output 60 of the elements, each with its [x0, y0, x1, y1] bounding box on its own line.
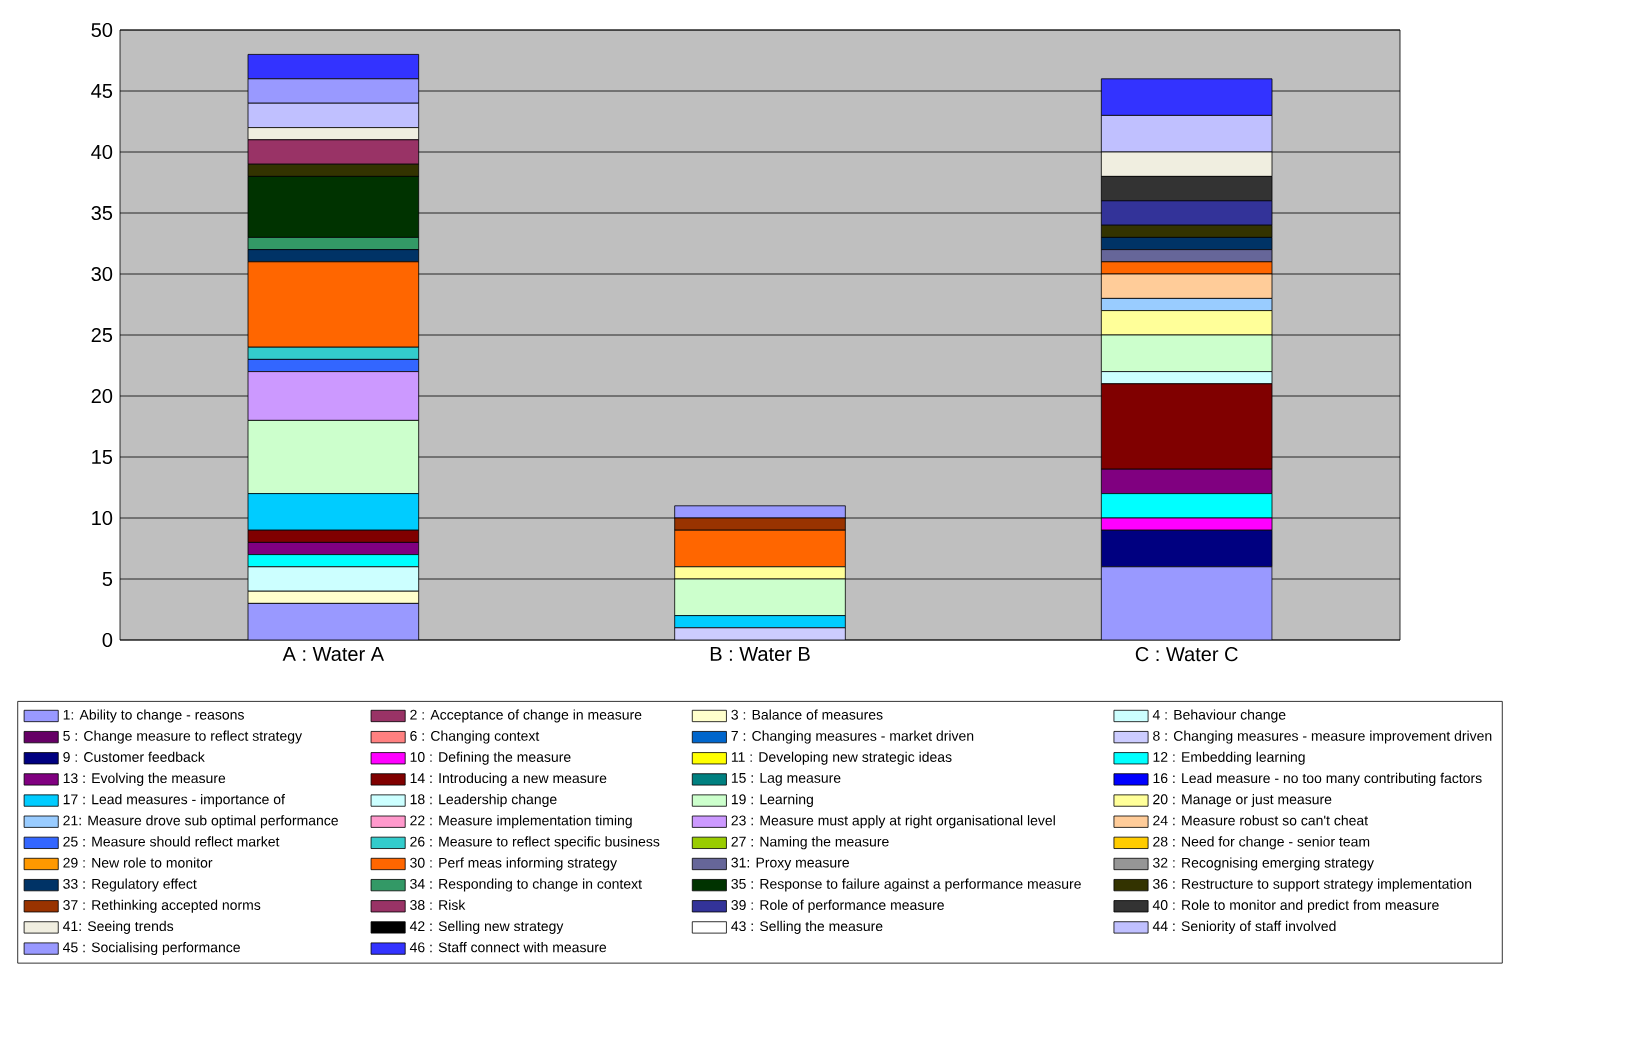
- legend-label: 46 : Staff connect with measure: [409, 942, 607, 953]
- legend-label: 4 : Behaviour change: [1152, 709, 1286, 723]
- x-tick-label: B : Water B: [710, 647, 810, 662]
- legend-label: 16 : Lead measure - no too many contributing factors: [1153, 772, 1482, 786]
- y-tick-label: 5: [102, 572, 113, 586]
- legend-label: 19 : Learning: [731, 794, 813, 808]
- legend-label: 24 : Measure robust so can't cheat: [1153, 815, 1369, 826]
- legend-label: 11 : Developing new strategic ideas: [731, 751, 952, 765]
- legend-label: 32 : Recognising emerging strategy: [1153, 857, 1374, 871]
- legend-label: 27 : Naming the measure: [731, 836, 889, 850]
- legend-label: 26 : Measure to reflect specific business: [410, 836, 660, 850]
- y-tick-label: 10: [92, 510, 113, 526]
- y-tick-label: 40: [91, 144, 113, 160]
- legend-label: 5 : Change measure to reflect strategy: [63, 730, 302, 744]
- legend-label: 39 : Role of performance measure: [731, 899, 944, 913]
- legend-label: 20 : Manage or just measure: [1153, 794, 1332, 808]
- legend-label: 31: Proxy measure: [731, 857, 849, 871]
- legend-label: 1: Ability to change - reasons: [63, 709, 244, 723]
- y-tick-label: 45: [91, 84, 113, 98]
- legend-label: 15 : Lag measure: [731, 773, 841, 786]
- legend-label: 7 : Changing measures - market driven: [731, 730, 974, 744]
- y-tick-label: 15: [92, 450, 113, 464]
- x-tick-label: A : Water A: [282, 647, 385, 662]
- legend-label: 28 : Need for change - senior team: [1153, 836, 1370, 850]
- legend-label: 3 : Balance of measures: [731, 709, 883, 720]
- legend-label: 13 : Evolving the measure: [63, 772, 226, 786]
- legend-label: 6 : Changing context: [410, 730, 540, 744]
- legend-label: 45 : Socialising performance: [62, 942, 240, 956]
- legend-label: 29 : New role to monitor: [63, 857, 213, 868]
- y-tick-label: 20: [91, 388, 113, 404]
- y-tick-label: 0: [102, 632, 113, 648]
- legend-label: 18 : Leadership change: [410, 794, 557, 808]
- legend-label: 22 : Measure implementation timing: [410, 815, 632, 829]
- y-tick-label: 25: [91, 327, 113, 343]
- legend-label: 25 : Measure should reflect market: [63, 836, 280, 847]
- legend-label: 12 : Embedding learning: [1153, 751, 1305, 765]
- legend-label: 2 : Acceptance of change in measure: [410, 709, 642, 723]
- legend-label: 36 : Restructure to support strategy implementation: [1153, 878, 1472, 892]
- legend-label: 41: Seeing trends: [62, 920, 174, 934]
- legend-label: 9 : Customer feedback: [63, 751, 205, 762]
- legend-label: 30 : Perf meas informing strategy: [410, 857, 618, 871]
- legend-label: 8 : Changing measures - measure improvement driven: [1153, 730, 1492, 744]
- x-tick-label: C : Water C: [1135, 647, 1238, 662]
- legend-label: 44 : Seniority of staff involved: [1152, 920, 1336, 934]
- y-tick-label: 50: [91, 22, 113, 38]
- legend-label: 40 : Role to monitor and predict from measure: [1152, 899, 1439, 913]
- legend-label: 17 : Lead measures - importance of: [63, 794, 285, 808]
- y-tick-label: 35: [91, 205, 113, 221]
- y-tick-label: 30: [91, 266, 113, 282]
- legend-label: 35 : Response to failure against a performance measure: [731, 878, 1081, 892]
- legend-label: 37 : Rethinking accepted norms: [63, 899, 261, 913]
- legend-label: 43 : Selling the measure: [731, 920, 883, 934]
- legend-label: 34 : Responding to change in context: [410, 878, 642, 892]
- legend-label: 21: Measure drove sub optimal performance: [63, 815, 338, 829]
- legend-label: 38 : Risk: [410, 899, 466, 910]
- legend-label: 14 : Introducing a new measure: [410, 772, 607, 786]
- legend-label: 33 : Regulatory effect: [63, 878, 197, 892]
- legend-label: 42 : Selling new strategy: [409, 920, 564, 934]
- legend-label: 10 : Defining the measure: [410, 751, 571, 765]
- legend-label: 23 : Measure must apply at right organisational level: [731, 815, 1055, 829]
